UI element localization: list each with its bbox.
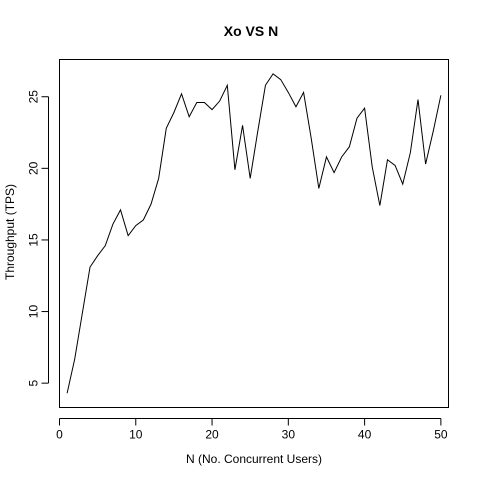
plot-area (59, 59, 449, 408)
chart-title: Xo VS N (224, 23, 278, 39)
x-tick-label: 50 (434, 428, 448, 442)
y-tick-label: 15 (27, 233, 41, 247)
y-axis-label: Throughput (TPS) (3, 184, 17, 280)
y-tick-label: 5 (27, 379, 41, 386)
x-tick-label: 40 (358, 428, 372, 442)
x-tick-label: 0 (56, 428, 63, 442)
y-tick-label: 10 (27, 305, 41, 319)
x-axis: 0 10 20 30 40 50 (56, 418, 448, 442)
x-tick-label: 10 (129, 428, 143, 442)
x-tick-label: 30 (282, 428, 296, 442)
x-tick-label: 20 (205, 428, 219, 442)
series-line (66, 73, 442, 394)
y-tick-label: 25 (27, 90, 41, 104)
series-group (66, 73, 442, 394)
y-axis: 5 10 15 20 25 (27, 90, 49, 386)
y-tick-label: 20 (27, 161, 41, 175)
x-axis-label: N (No. Concurrent Users) (186, 452, 322, 466)
